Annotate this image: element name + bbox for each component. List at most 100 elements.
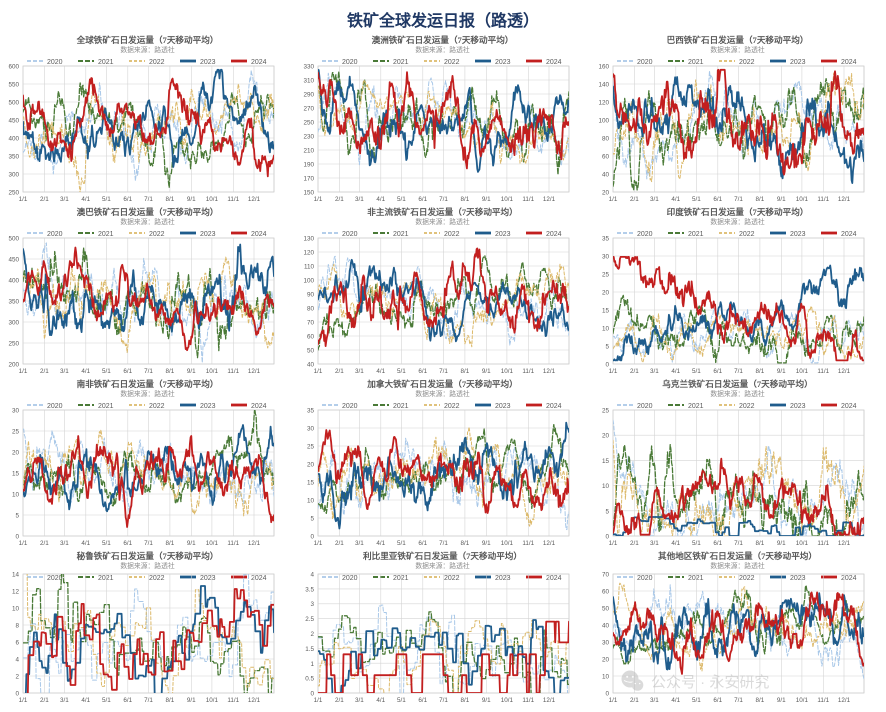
svg-text:60: 60 [602, 154, 610, 161]
svg-text:6/1: 6/1 [418, 368, 427, 375]
svg-text:12: 12 [12, 589, 20, 596]
svg-text:2023: 2023 [200, 575, 216, 582]
svg-text:2023: 2023 [200, 59, 216, 66]
svg-text:30: 30 [12, 408, 20, 415]
svg-text:2022: 2022 [149, 59, 165, 66]
svg-text:500: 500 [8, 100, 19, 107]
svg-text:4/1: 4/1 [376, 540, 385, 547]
svg-text:10/1: 10/1 [501, 196, 514, 203]
svg-text:1/1: 1/1 [19, 368, 28, 375]
svg-text:5/1: 5/1 [102, 540, 111, 547]
svg-text:2020: 2020 [637, 403, 653, 410]
svg-text:12/1: 12/1 [248, 540, 261, 547]
svg-text:2021: 2021 [98, 231, 114, 238]
svg-text:15: 15 [12, 471, 20, 478]
svg-text:110: 110 [304, 264, 315, 271]
svg-text:2020: 2020 [637, 231, 653, 238]
svg-text:12/1: 12/1 [248, 196, 261, 203]
svg-text:2024: 2024 [251, 403, 267, 410]
svg-text:190: 190 [303, 162, 314, 169]
svg-text:3.5: 3.5 [305, 586, 314, 593]
svg-text:5/1: 5/1 [692, 540, 701, 547]
svg-text:6/1: 6/1 [123, 540, 132, 547]
svg-text:35: 35 [307, 408, 315, 415]
svg-text:2021: 2021 [98, 575, 114, 582]
svg-text:其他地区铁矿石日发运量（7天移动平均）: 其他地区铁矿石日发运量（7天移动平均） [658, 550, 817, 561]
svg-text:4/1: 4/1 [81, 540, 90, 547]
svg-text:2/1: 2/1 [335, 540, 344, 547]
svg-text:11/1: 11/1 [522, 540, 534, 547]
svg-text:20: 20 [12, 450, 20, 457]
svg-text:2020: 2020 [637, 59, 653, 66]
svg-text:2022: 2022 [149, 403, 165, 410]
svg-text:乌克兰铁矿石日发运量（7天移动平均）: 乌克兰铁矿石日发运量（7天移动平均） [662, 378, 812, 389]
svg-text:10: 10 [307, 498, 315, 505]
svg-text:7/1: 7/1 [439, 368, 448, 375]
svg-text:1/1: 1/1 [609, 540, 618, 547]
svg-text:2021: 2021 [688, 59, 704, 66]
svg-text:120: 120 [303, 250, 314, 257]
svg-text:2020: 2020 [342, 59, 358, 66]
svg-text:1/1: 1/1 [609, 196, 618, 203]
svg-text:数据来源：路透社: 数据来源：路透社 [120, 389, 175, 398]
svg-text:4: 4 [310, 572, 314, 579]
svg-text:8/1: 8/1 [756, 368, 765, 375]
svg-text:2020: 2020 [342, 403, 358, 410]
svg-text:25: 25 [602, 408, 610, 415]
svg-text:4/1: 4/1 [81, 196, 90, 203]
svg-text:0.5: 0.5 [305, 676, 314, 683]
svg-text:10: 10 [602, 326, 610, 333]
svg-text:15: 15 [602, 308, 610, 315]
svg-text:9/1: 9/1 [482, 368, 491, 375]
svg-text:210: 210 [303, 148, 314, 155]
svg-text:9/1: 9/1 [187, 540, 196, 547]
svg-text:2: 2 [310, 631, 314, 638]
svg-text:20: 20 [307, 462, 315, 469]
svg-text:3/1: 3/1 [650, 540, 659, 547]
svg-text:6/1: 6/1 [713, 540, 722, 547]
svg-text:2022: 2022 [149, 231, 165, 238]
svg-text:9/1: 9/1 [777, 540, 786, 547]
svg-text:3/1: 3/1 [355, 540, 364, 547]
svg-text:6/1: 6/1 [713, 196, 722, 203]
svg-text:2/1: 2/1 [335, 196, 344, 203]
svg-text:10/1: 10/1 [501, 540, 514, 547]
svg-text:数据来源：路透社: 数据来源：路透社 [415, 561, 470, 570]
svg-text:7/1: 7/1 [734, 540, 743, 547]
svg-text:20: 20 [602, 433, 610, 440]
svg-text:6/1: 6/1 [123, 368, 132, 375]
svg-text:2021: 2021 [98, 59, 114, 66]
svg-text:7/1: 7/1 [734, 368, 743, 375]
svg-text:5: 5 [310, 516, 314, 523]
svg-text:10/1: 10/1 [206, 196, 219, 203]
svg-text:9/1: 9/1 [482, 196, 491, 203]
svg-text:2023: 2023 [200, 403, 216, 410]
svg-text:10/1: 10/1 [796, 368, 809, 375]
svg-text:60: 60 [307, 334, 315, 341]
svg-text:7/1: 7/1 [439, 540, 448, 547]
svg-text:5/1: 5/1 [397, 368, 406, 375]
svg-text:350: 350 [8, 299, 19, 306]
svg-text:10/1: 10/1 [796, 540, 809, 547]
svg-text:4/1: 4/1 [376, 196, 385, 203]
svg-text:11/1: 11/1 [522, 368, 534, 375]
svg-text:20: 20 [602, 290, 610, 297]
svg-text:2/1: 2/1 [630, 540, 639, 547]
svg-text:10: 10 [602, 674, 610, 681]
svg-text:全球铁矿石日发运量（7天移动平均）: 全球铁矿石日发运量（7天移动平均） [76, 34, 219, 45]
svg-text:3/1: 3/1 [60, 368, 69, 375]
svg-text:8: 8 [15, 623, 19, 630]
svg-text:2020: 2020 [637, 575, 653, 582]
svg-text:12/1: 12/1 [543, 368, 556, 375]
svg-text:40: 40 [602, 172, 610, 179]
svg-text:2/1: 2/1 [335, 368, 344, 375]
svg-text:3/1: 3/1 [650, 196, 659, 203]
svg-text:2022: 2022 [149, 575, 165, 582]
svg-text:2/1: 2/1 [40, 196, 49, 203]
svg-text:巴西铁矿石日发运量（7天移动平均）: 巴西铁矿石日发运量（7天移动平均） [667, 34, 809, 45]
svg-text:10: 10 [12, 606, 20, 613]
svg-text:2024: 2024 [841, 403, 857, 410]
svg-text:2021: 2021 [393, 59, 409, 66]
svg-text:数据来源：路透社: 数据来源：路透社 [710, 389, 765, 398]
svg-text:公众号 · 永安研究: 公众号 · 永安研究 [651, 674, 769, 691]
